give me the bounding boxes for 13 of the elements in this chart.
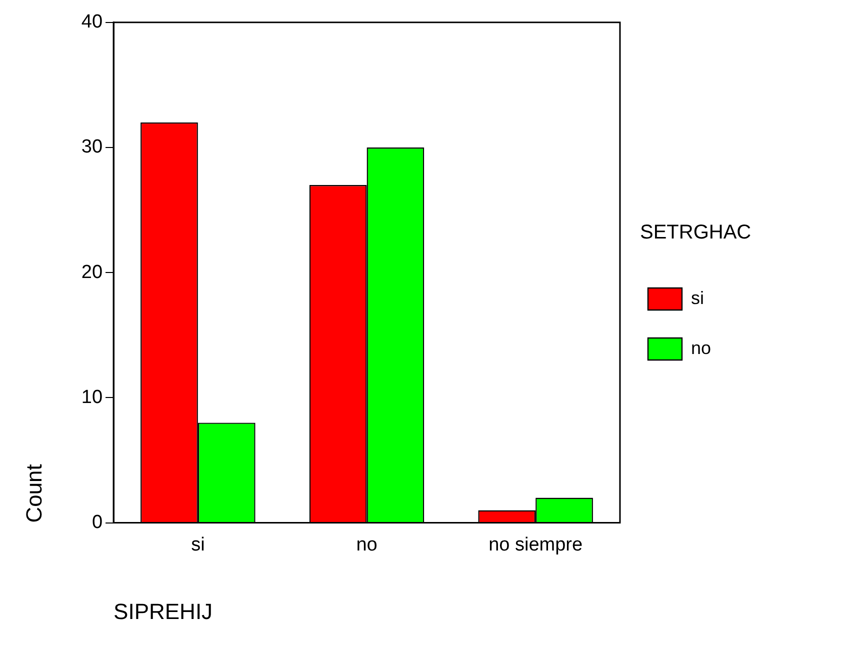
legend-title: SETRGHAC (640, 222, 752, 244)
y-tick-label: 30 (81, 136, 103, 158)
y-axis-title: Count (21, 464, 46, 523)
y-tick-label: 40 (81, 12, 103, 33)
y-tick-label: 10 (81, 386, 103, 408)
y-tick-label: 20 (81, 262, 103, 283)
x-tick-label: no (356, 534, 378, 556)
y-tick-label: 0 (92, 512, 103, 534)
x-axis-title: SIPREHIJ (114, 598, 213, 624)
legend-label: si (690, 288, 704, 308)
x-tick-label: no siempre (488, 534, 583, 556)
x-tick-label: si (191, 534, 205, 556)
legend-label: no (690, 338, 712, 358)
